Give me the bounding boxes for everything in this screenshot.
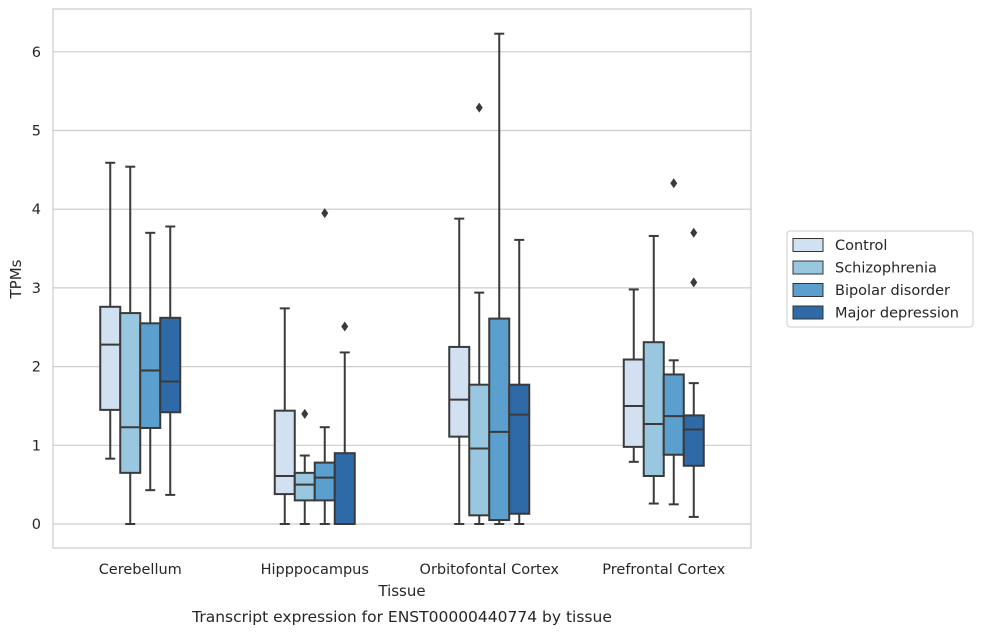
box (488, 317, 511, 522)
box (119, 312, 142, 474)
legend-swatch (792, 260, 824, 275)
box-group (508, 238, 531, 525)
y-tick-label: 2 (32, 360, 41, 376)
plot-area-frame (52, 8, 752, 549)
y-tick-label: 5 (32, 124, 41, 140)
x-tick-label: Orbitofontal Cortex (420, 562, 560, 578)
chart-caption: Transcript expression for ENST0000044077… (191, 608, 612, 626)
box (313, 461, 336, 502)
outlier-point (690, 227, 698, 238)
box (273, 409, 296, 496)
box (159, 316, 182, 414)
y-tick-label: 4 (32, 202, 41, 218)
legend-swatch (792, 238, 824, 252)
box-group (273, 307, 296, 525)
box-group (488, 32, 511, 525)
y-tick-labels: 0 1 2 3 4 5 6 (32, 45, 41, 533)
x-tick-label: Prefrontal Cortex (602, 562, 725, 578)
box (468, 383, 491, 517)
legend-label: Schizophrenia (835, 261, 937, 277)
box (622, 358, 645, 448)
outlier-point (690, 277, 698, 288)
box-group (682, 227, 705, 518)
box (662, 373, 685, 456)
x-axis-label: Tissue (377, 582, 425, 600)
box-group (99, 161, 122, 460)
box (139, 322, 162, 429)
box (293, 471, 316, 502)
box-group (293, 408, 316, 525)
outlier-point (475, 102, 483, 113)
y-tick-label: 0 (32, 517, 41, 533)
outlier-point (341, 321, 349, 332)
legend-label: Control (835, 238, 887, 254)
legend: Control Schizophrenia Bipolar disorder Majo… (786, 230, 974, 328)
legend-label: Bipolar disorder (835, 283, 950, 299)
box (508, 383, 531, 515)
y-tick-label: 6 (32, 45, 41, 61)
outlier-point (321, 208, 329, 219)
legend-swatch (792, 305, 824, 320)
box-group (139, 231, 162, 492)
box-group (119, 165, 142, 525)
legend-frame (786, 230, 974, 328)
box-group (622, 288, 645, 463)
box (642, 341, 665, 477)
x-tick-labels: Cerebellum Hipppocampus Orbitofontal Corte… (99, 562, 726, 578)
box-group (448, 217, 471, 525)
box (99, 305, 122, 411)
x-tick-label: Hipppocampus (261, 562, 369, 578)
box-group (662, 178, 685, 506)
x-tick-label: Cerebellum (99, 562, 182, 578)
box-group (468, 102, 491, 525)
outlier-point (301, 408, 309, 419)
legend-swatch (792, 283, 824, 297)
box (333, 452, 356, 526)
box-group (333, 321, 356, 526)
box (448, 345, 471, 438)
box-group (159, 225, 182, 496)
box-group (642, 234, 665, 505)
y-tick-label: 3 (32, 281, 41, 297)
y-tick-label: 1 (32, 438, 41, 454)
legend-label: Major depression (835, 306, 959, 322)
box (682, 414, 705, 467)
outlier-point (670, 178, 678, 189)
y-axis-label: TPMs (7, 259, 25, 299)
box-layer (99, 32, 705, 526)
